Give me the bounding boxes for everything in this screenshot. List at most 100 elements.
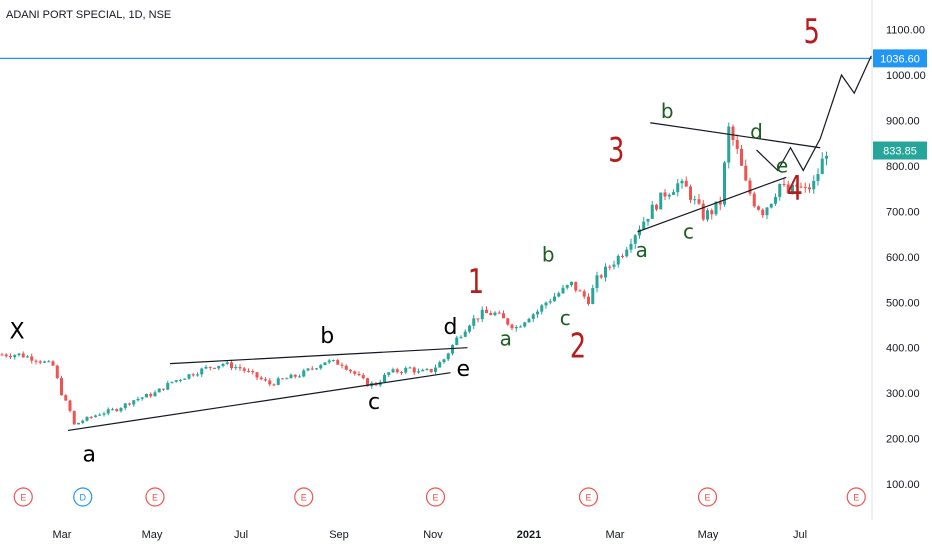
candle: [659, 192, 663, 210]
candle-body: [387, 372, 391, 375]
triangle-lower-2: [637, 176, 787, 233]
candle: [289, 373, 293, 379]
candle-body: [587, 296, 590, 304]
candle: [531, 313, 535, 323]
event-marker-circle: [145, 487, 165, 507]
candle-body: [718, 201, 722, 205]
candle: [744, 159, 748, 182]
candle-body: [102, 413, 106, 415]
candle: [123, 402, 127, 411]
candle: [60, 375, 63, 396]
candle-body: [774, 196, 777, 204]
candle: [591, 284, 595, 305]
trendlines: [67, 122, 821, 432]
candle: [259, 375, 263, 381]
candle-body: [13, 355, 17, 358]
y-tick-label: 700.00: [886, 206, 920, 218]
candle-body: [574, 281, 578, 291]
candle-body: [306, 368, 310, 371]
candle: [68, 399, 72, 413]
candle-body: [531, 314, 535, 319]
y-tick-label: 600.00: [886, 252, 920, 264]
candle: [540, 303, 544, 315]
candle: [502, 310, 505, 319]
candle-body: [782, 183, 786, 185]
candle-body: [293, 374, 297, 377]
candle: [701, 199, 705, 222]
candle: [349, 369, 352, 374]
candle-body: [276, 378, 280, 385]
candle-body: [412, 367, 416, 373]
y-tick-label: 400.00: [886, 343, 920, 355]
candle-body: [786, 184, 790, 194]
candle-body: [468, 325, 471, 332]
candle-body: [264, 379, 267, 381]
candle-body: [434, 367, 437, 372]
candle-body: [599, 275, 603, 278]
candle: [769, 203, 773, 209]
candle-body: [196, 374, 199, 376]
x-tick-label: Mar: [606, 529, 625, 541]
candle-body: [527, 318, 531, 323]
candle: [179, 379, 182, 383]
x-tick-label: Sep: [329, 529, 349, 541]
wave-label: d: [750, 120, 763, 144]
candle: [166, 380, 170, 390]
candle-body: [438, 362, 442, 368]
candle-body: [684, 180, 688, 187]
candle: [714, 201, 718, 217]
candle-body: [540, 305, 544, 312]
candle-body: [47, 361, 51, 363]
candle-body: [77, 422, 80, 425]
candle: [684, 176, 688, 187]
candle-body: [621, 255, 624, 257]
wave-label: e: [776, 154, 788, 178]
candle: [693, 195, 697, 205]
candle: [655, 203, 658, 212]
wave-projection-path: [756, 55, 872, 172]
candle-body: [455, 337, 459, 345]
candle-body: [55, 365, 59, 379]
event-marker-circle: [578, 487, 599, 507]
candle-body: [191, 374, 195, 376]
candle: [149, 392, 153, 398]
candle-body: [459, 336, 463, 338]
candle-body: [238, 367, 242, 369]
candle-body: [672, 192, 675, 195]
candle-body: [765, 207, 769, 216]
candle-body: [43, 361, 46, 363]
candle: [752, 191, 756, 208]
candle-body: [808, 187, 811, 190]
event-marker-label: E: [152, 493, 158, 503]
candle-body: [9, 356, 12, 358]
x-tick-label: Mar: [53, 529, 72, 541]
candle-body: [616, 255, 620, 265]
candle-body: [383, 374, 386, 383]
candle-body: [140, 397, 144, 399]
candle-body: [757, 206, 760, 210]
candle: [689, 184, 692, 203]
candle-body: [200, 368, 204, 375]
candle-body: [259, 377, 263, 380]
candle: [115, 408, 119, 412]
candle-body: [217, 365, 221, 369]
candle: [81, 419, 85, 425]
candle: [574, 281, 578, 293]
wave-label: 3: [608, 131, 624, 171]
event-marker-circle: [697, 487, 718, 507]
candle-body: [361, 375, 365, 379]
candle-body: [680, 180, 684, 184]
y-tick-label: 100.00: [886, 479, 920, 491]
candle: [544, 301, 548, 309]
candle: [85, 416, 89, 422]
candle-body: [761, 209, 765, 216]
triangle-upper-2: [650, 122, 821, 149]
candle: [89, 416, 93, 419]
candle-body: [642, 221, 646, 230]
candle-body: [604, 266, 607, 278]
candle-body: [145, 393, 148, 398]
event-marker-label: E: [432, 493, 438, 503]
candle-body: [327, 360, 331, 363]
candle: [808, 183, 811, 193]
